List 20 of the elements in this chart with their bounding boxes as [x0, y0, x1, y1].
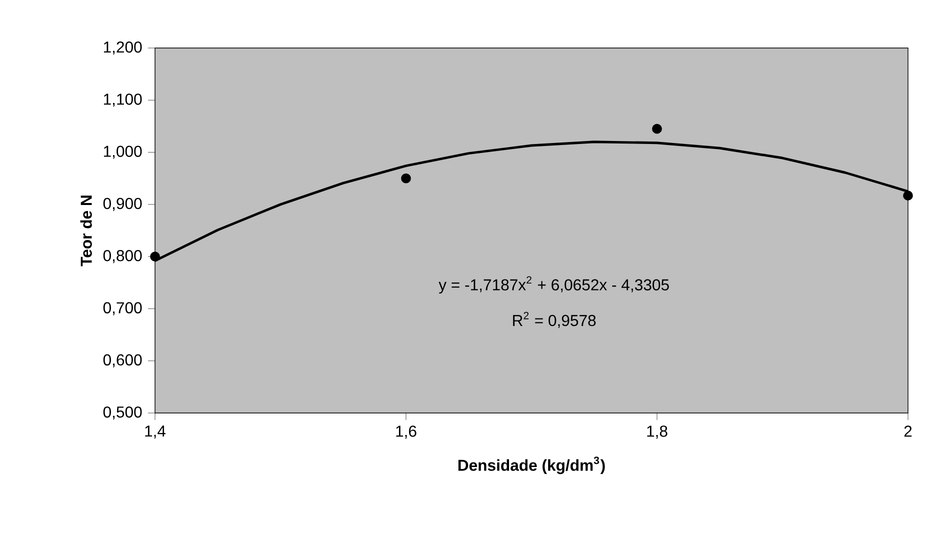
y-tick-label: 0,500 [103, 406, 142, 420]
y-tick-label: 0,800 [103, 250, 142, 264]
annotation: R$^{2}$ = 0,9578 [513, 312, 596, 328]
point [150, 252, 160, 262]
y-tick-label: 0,900 [103, 198, 142, 211]
y-tick-label: 0,600 [103, 354, 142, 368]
x-axis-title: Densidade (kg/dm$^{3}$) [458, 456, 605, 474]
y-tick-label: 0,700 [103, 302, 142, 316]
x-tick-label: 1,6 [396, 426, 416, 439]
x-tick-label: 2 [904, 426, 912, 437]
y-axis-title: Teor de N [80, 196, 92, 266]
x-tick-label: 1,8 [647, 426, 668, 439]
y-tick-label: 1,100 [104, 94, 142, 107]
x-tick-label: 1,4 [145, 426, 166, 439]
annotation: y = -1,7187x$^{2}$ + 6,0652x - 4,3305 [438, 276, 669, 294]
point [652, 124, 662, 134]
point [401, 173, 411, 184]
y-tick-label: 1,000 [104, 146, 142, 159]
point [903, 190, 913, 200]
y-tick-label: 1,200 [104, 41, 142, 55]
